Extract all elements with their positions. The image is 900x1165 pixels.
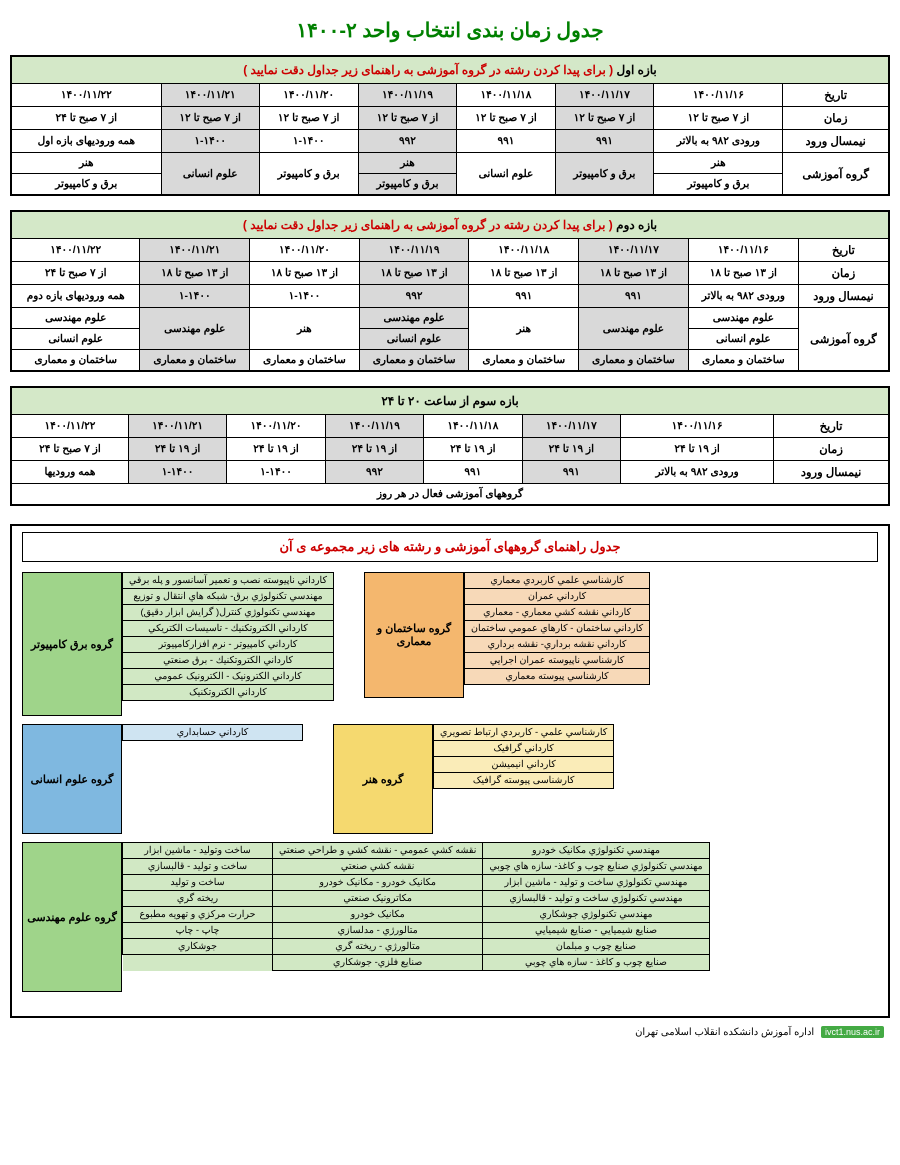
page-title: جدول زمان بندی انتخاب واحد ۲-۱۴۰۰ [10, 18, 890, 43]
footer: ivct1.nus.ac.ir اداره آموزش دانشکده انقل… [10, 1026, 890, 1038]
guide-block-arch: کارشناسي علمي کاربردي معماريکارداني عمرا… [364, 572, 650, 716]
schedule-table-3: بازه سوم از ساعت ۲۰ تا ۲۴ تاریخ۱۴۰۰/۱۱/۱… [10, 386, 890, 506]
schedule-table-1: بازه اول ( برای پیدا کردن رشته در گروه آ… [10, 55, 890, 196]
schedule-table-2: بازه دوم ( برای پیدا کردن رشته در گروه آ… [10, 210, 890, 372]
guide-block-hum: کارداني حسابداري گروه علوم انسانی [22, 724, 303, 834]
guide-title: جدول راهنمای گروههای آموزشی و رشته های ز… [22, 532, 878, 562]
guide-block-art: کارشناسي علمي - کاربردي ارتباط تصويريکار… [333, 724, 614, 834]
guide-block-eng: مهندسي تکنولوژي مکانيک خودرونقشه کشي عمو… [22, 842, 710, 992]
guide-section: جدول راهنمای گروههای آموزشی و رشته های ز… [10, 524, 890, 1018]
badge: ivct1.nus.ac.ir [821, 1026, 884, 1038]
guide-block-ec: کارداني ناپيوسته نصب و تعمير آسانسور و پ… [22, 572, 334, 716]
